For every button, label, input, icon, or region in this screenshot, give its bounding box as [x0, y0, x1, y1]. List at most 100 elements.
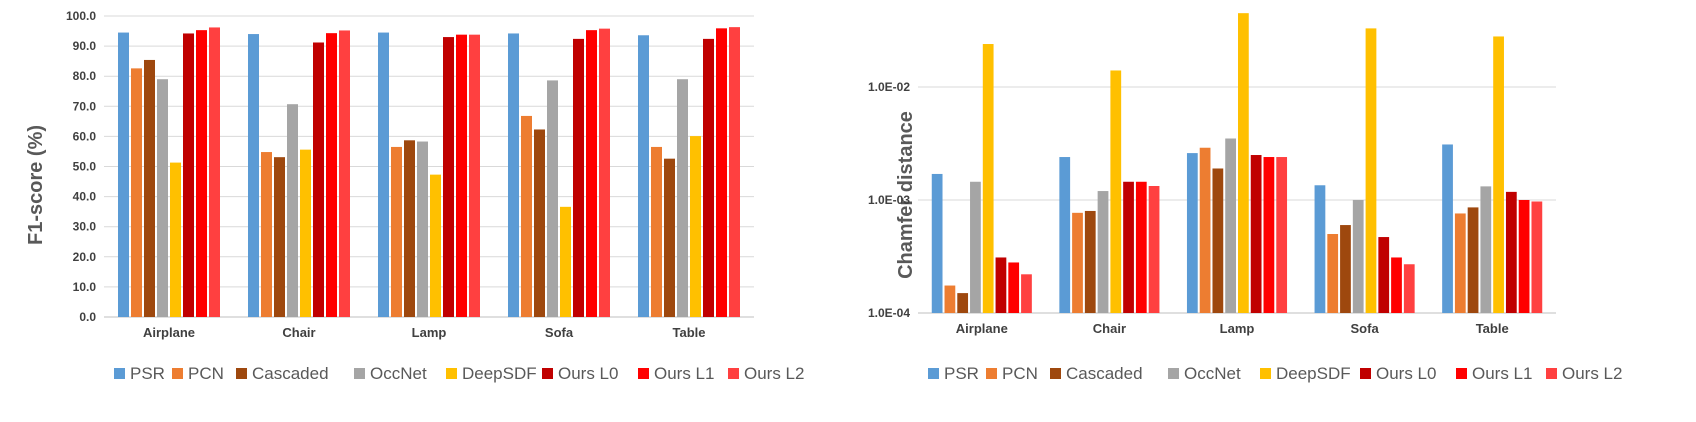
c1-bar-ours-l0-airplane [183, 33, 194, 318]
c2-bar-occnet-table [1480, 186, 1492, 313]
c1-bar-ours-l1-airplane [196, 30, 207, 318]
c2-bar-ours-l2-sofa [1403, 264, 1415, 313]
c1-bar-psr-table [638, 35, 649, 317]
c2-bar-ours-l1-sofa [1391, 257, 1402, 313]
c1-bar-occnet-airplane [157, 79, 168, 318]
c1-category-label: Chair [282, 325, 315, 340]
chart2-categories: Airplane Chair Lamp Sofa Table [956, 321, 1509, 336]
chart1-bars [118, 27, 740, 318]
c1-y-tick-label: 20.0 [73, 250, 97, 264]
c2-bar-cascaded-chair [1084, 210, 1096, 313]
c2-legend-label-ours-l1: Ours L1 [1472, 364, 1532, 383]
c1-legend-label-ours-l1: Ours L1 [654, 364, 714, 383]
c1-bar-ours-l2-lamp [469, 34, 480, 317]
c1-bar-ours-l1-lamp [456, 34, 467, 317]
c2-legend-label-ours-l2: Ours L2 [1562, 364, 1622, 383]
c2-bar-occnet-lamp [1225, 138, 1236, 313]
c1-category-label: Table [673, 325, 706, 340]
c2-legend-swatch-deepsdf [1260, 368, 1271, 379]
c1-bar-ours-l2-airplane [209, 27, 220, 317]
c1-y-tick-label: 60.0 [73, 129, 97, 143]
chart1-y-ticks: 0.0 10.0 20.0 30.0 40.0 50.0 60.0 70.0 80.0 90.0 1… [66, 9, 96, 324]
f1-score-chart: F1-score (%) 0.0 10.0 20.0 30.0 40.0 50.0 60.0… [25, 9, 804, 383]
c1-bar-deepsdf-lamp [430, 174, 441, 317]
c2-bar-ours-l1-table [1518, 199, 1530, 313]
c1-category-label: Airplane [143, 325, 195, 340]
c1-y-tick-label: 80.0 [73, 69, 97, 83]
c1-legend-label-ours-l2: Ours L2 [744, 364, 804, 383]
chart2-y-ticks: 1.0E-04 1.0E-03 1.0E-02 [868, 80, 910, 320]
c1-bar-deepsdf-table [690, 136, 701, 317]
c2-legend-label-occnet: OccNet [1184, 364, 1241, 383]
c2-bar-cascaded-lamp [1212, 168, 1224, 313]
c1-bar-deepsdf-airplane [170, 162, 181, 317]
c1-legend-swatch-pcn [172, 368, 183, 379]
c1-legend-label-occnet: OccNet [370, 364, 427, 383]
c1-bar-ours-l0-sofa [573, 38, 584, 317]
c2-legend-swatch-psr [928, 368, 939, 379]
c1-bar-ours-l1-sofa [586, 30, 597, 318]
c2-bar-psr-lamp [1186, 153, 1198, 313]
c2-bar-ours-l0-airplane [995, 257, 1007, 313]
c1-legend-label-cascaded: Cascaded [252, 364, 329, 383]
c1-bar-occnet-sofa [547, 80, 558, 317]
c1-bar-ours-l2-chair [339, 30, 350, 317]
c1-legend-label-deepsdf: DeepSDF [462, 364, 537, 383]
chart1-y-axis-label: F1-score (%) [25, 125, 47, 245]
c2-bar-psr-airplane [931, 173, 943, 313]
c2-bar-deepsdf-airplane [982, 44, 994, 314]
c2-bar-occnet-chair [1097, 191, 1109, 313]
c2-y-tick-label: 1.0E-02 [868, 80, 910, 94]
c2-bar-ours-l0-lamp [1250, 155, 1262, 313]
c2-bar-cascaded-airplane [957, 293, 969, 313]
c2-bar-ours-l2-chair [1148, 186, 1160, 313]
c1-bar-pcn-chair [261, 152, 272, 317]
c2-bar-psr-table [1442, 144, 1453, 313]
c1-bar-cascaded-chair [274, 157, 285, 317]
c2-legend-swatch-pcn [986, 368, 997, 379]
c1-bar-deepsdf-chair [300, 149, 311, 317]
c1-bar-ours-l0-table [703, 38, 714, 317]
c2-bar-psr-sofa [1314, 185, 1326, 313]
c1-legend-label-ours-l0: Ours L0 [558, 364, 618, 383]
c1-bar-cascaded-airplane [144, 59, 155, 317]
c2-category-label: Chair [1093, 321, 1126, 336]
c1-bar-ours-l2-table [729, 27, 740, 317]
c2-bar-ours-l0-sofa [1378, 237, 1390, 313]
c1-y-tick-label: 50.0 [73, 160, 97, 174]
c2-bar-ours-l1-chair [1135, 181, 1147, 313]
c1-bar-cascaded-table [664, 158, 675, 317]
c2-bar-pcn-table [1454, 213, 1466, 313]
chart2-legend: PSR PCN Cascaded OccNet DeepSDF Ours L0 Ours L… [928, 364, 1622, 383]
c2-legend-swatch-occnet [1168, 368, 1179, 379]
c1-legend-label-psr: PSR [130, 364, 165, 383]
c2-bar-cascaded-sofa [1340, 225, 1351, 313]
c2-bar-pcn-lamp [1199, 147, 1211, 313]
c1-bar-ours-l2-sofa [599, 28, 610, 317]
c2-bar-psr-chair [1059, 157, 1071, 313]
c2-bar-ours-l1-airplane [1008, 262, 1020, 313]
c2-bar-deepsdf-sofa [1365, 28, 1377, 313]
c1-legend-swatch-cascaded [236, 368, 247, 379]
chart2-bars [931, 13, 1543, 314]
c1-bar-cascaded-lamp [404, 140, 415, 317]
c2-bar-ours-l1-lamp [1263, 157, 1275, 313]
c1-legend-label-pcn: PCN [188, 364, 224, 383]
c2-legend-swatch-ours-l0 [1360, 368, 1371, 379]
c1-bar-ours-l1-table [716, 28, 727, 318]
c1-bar-psr-airplane [118, 32, 129, 318]
chart1-legend: PSR PCN Cascaded OccNet DeepSDF Ours L0 Ours L… [114, 364, 804, 383]
c1-bar-ours-l0-lamp [443, 37, 454, 317]
c2-legend-label-pcn: PCN [1002, 364, 1038, 383]
c2-bar-ours-l2-table [1531, 201, 1543, 313]
c1-bar-occnet-chair [287, 104, 298, 317]
chart1-categories: Airplane Chair Lamp Sofa Table [143, 325, 706, 340]
c1-legend-swatch-ours-l2 [728, 368, 739, 379]
c2-legend-label-psr: PSR [944, 364, 979, 383]
c2-legend-label-ours-l0: Ours L0 [1376, 364, 1436, 383]
c1-bar-deepsdf-sofa [560, 206, 571, 317]
c1-bar-ours-l1-chair [326, 33, 337, 317]
c1-bar-ours-l0-chair [313, 42, 324, 318]
c1-bar-psr-lamp [378, 32, 389, 318]
